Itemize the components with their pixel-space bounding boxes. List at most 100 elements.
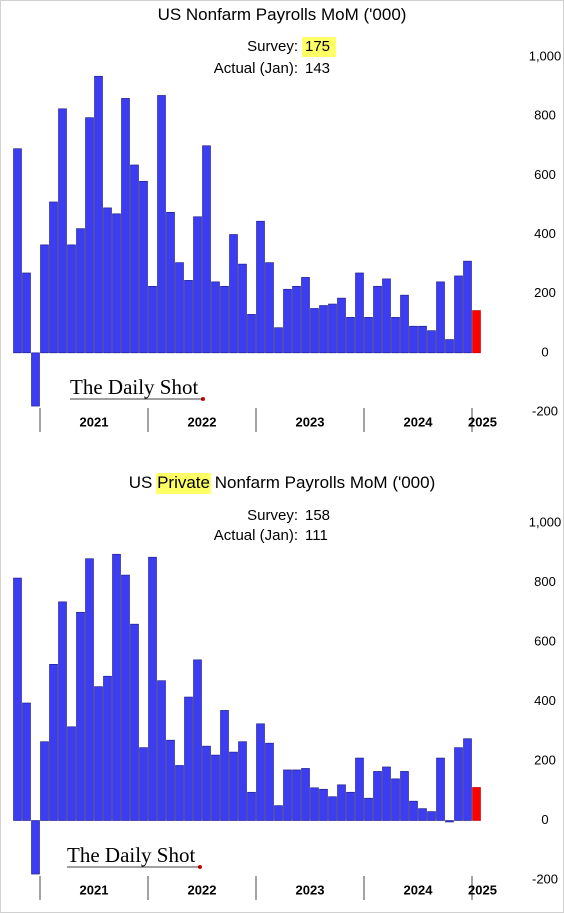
bar: [409, 325, 418, 354]
x-tick-label: 2023: [296, 882, 325, 897]
annotation-value: 111: [305, 527, 328, 544]
bar: [283, 288, 292, 354]
value-highlight: [302, 37, 336, 57]
y-tick-label: 800: [534, 108, 556, 123]
y-tick-label: 200: [534, 285, 556, 300]
y-tick-label: 0: [541, 344, 548, 359]
bar: [391, 317, 400, 354]
x-tick-label: 2025: [468, 882, 497, 897]
chart-title: US Private Nonfarm Payrolls MoM ('000): [129, 473, 436, 492]
x-tick-label: 2022: [188, 414, 217, 429]
bar: [472, 787, 481, 821]
y-tick-label: 200: [534, 752, 556, 767]
bar: [346, 791, 355, 821]
annotation-value: 175: [305, 38, 330, 55]
bar: [13, 148, 22, 354]
bar: [373, 771, 382, 821]
bar: [202, 145, 211, 354]
y-tick-label: 400: [534, 226, 556, 241]
bar: [301, 277, 310, 354]
brand: The Daily Shot: [70, 375, 198, 399]
annotation-label: Actual (Jan):: [214, 527, 298, 544]
bar: [211, 754, 220, 821]
bar: [85, 558, 94, 821]
bar: [184, 696, 193, 821]
bar: [337, 784, 346, 821]
bar: [418, 325, 427, 354]
bar: [94, 686, 103, 821]
y-tick-label: 1,000: [529, 48, 562, 63]
bar: [229, 234, 238, 354]
bar: [103, 207, 112, 354]
bar: [310, 787, 319, 821]
bar: [256, 723, 265, 821]
x-tick-label: 2021: [80, 414, 109, 429]
x-tick-label: 2021: [80, 882, 109, 897]
bar: [382, 766, 391, 821]
bar: [67, 244, 76, 354]
bar: [175, 262, 184, 354]
bar: [157, 680, 166, 821]
x-tick-label: 2024: [404, 414, 434, 429]
bar: [238, 263, 247, 354]
bar: [463, 738, 472, 821]
annotation-label: Survey:: [247, 507, 298, 524]
bar: [454, 747, 463, 821]
bar: [472, 310, 481, 354]
bar: [328, 303, 337, 354]
x-tick-label: 2025: [468, 414, 497, 429]
brand: The Daily Shot: [67, 843, 195, 867]
y-tick-label: 1,000: [529, 514, 562, 529]
y-tick-label: -200: [532, 871, 558, 886]
bar: [310, 308, 319, 354]
bar: [112, 213, 121, 354]
bar: [265, 262, 274, 354]
bar: [184, 280, 193, 354]
bar: [76, 611, 85, 821]
bar: [148, 556, 157, 821]
bar: [427, 330, 436, 354]
bar: [130, 623, 139, 821]
bar: [274, 805, 283, 821]
bar: [436, 757, 445, 821]
bar: [400, 294, 409, 354]
bar: [148, 285, 157, 354]
bar: [319, 788, 328, 821]
bar: [103, 675, 112, 821]
annotation-value: 158: [305, 507, 330, 524]
bar: [220, 285, 229, 354]
bar: [454, 275, 463, 354]
bar: [85, 117, 94, 354]
y-tick-label: -200: [532, 403, 558, 418]
bar: [292, 769, 301, 821]
bar: [409, 800, 418, 821]
y-tick-label: 600: [534, 633, 556, 648]
bar: [418, 808, 427, 821]
title-part: Nonfarm Payrolls MoM ('000): [210, 473, 435, 492]
y-tick-label: 0: [541, 812, 548, 827]
bar: [67, 726, 76, 821]
chart-title: US Nonfarm Payrolls MoM ('000): [158, 5, 407, 24]
annotation-label: Survey:: [247, 38, 298, 55]
bar: [301, 768, 310, 821]
title-highlight: [156, 473, 212, 494]
annotation-label: Actual (Jan):: [214, 60, 298, 77]
bar: [274, 327, 283, 354]
bar: [283, 769, 292, 821]
bar: [337, 297, 346, 354]
annotation-value: 143: [305, 60, 330, 77]
bar: [139, 747, 148, 821]
bar: [256, 220, 265, 354]
bar: [49, 201, 58, 354]
title-part: Private: [157, 473, 210, 492]
bar: [22, 272, 31, 354]
bar: [193, 659, 202, 821]
bar: [355, 272, 364, 354]
bar: [436, 281, 445, 354]
bar: [247, 314, 256, 354]
bar: [265, 742, 274, 821]
bar: [373, 285, 382, 354]
bar: [319, 305, 328, 354]
bar: [292, 285, 301, 354]
